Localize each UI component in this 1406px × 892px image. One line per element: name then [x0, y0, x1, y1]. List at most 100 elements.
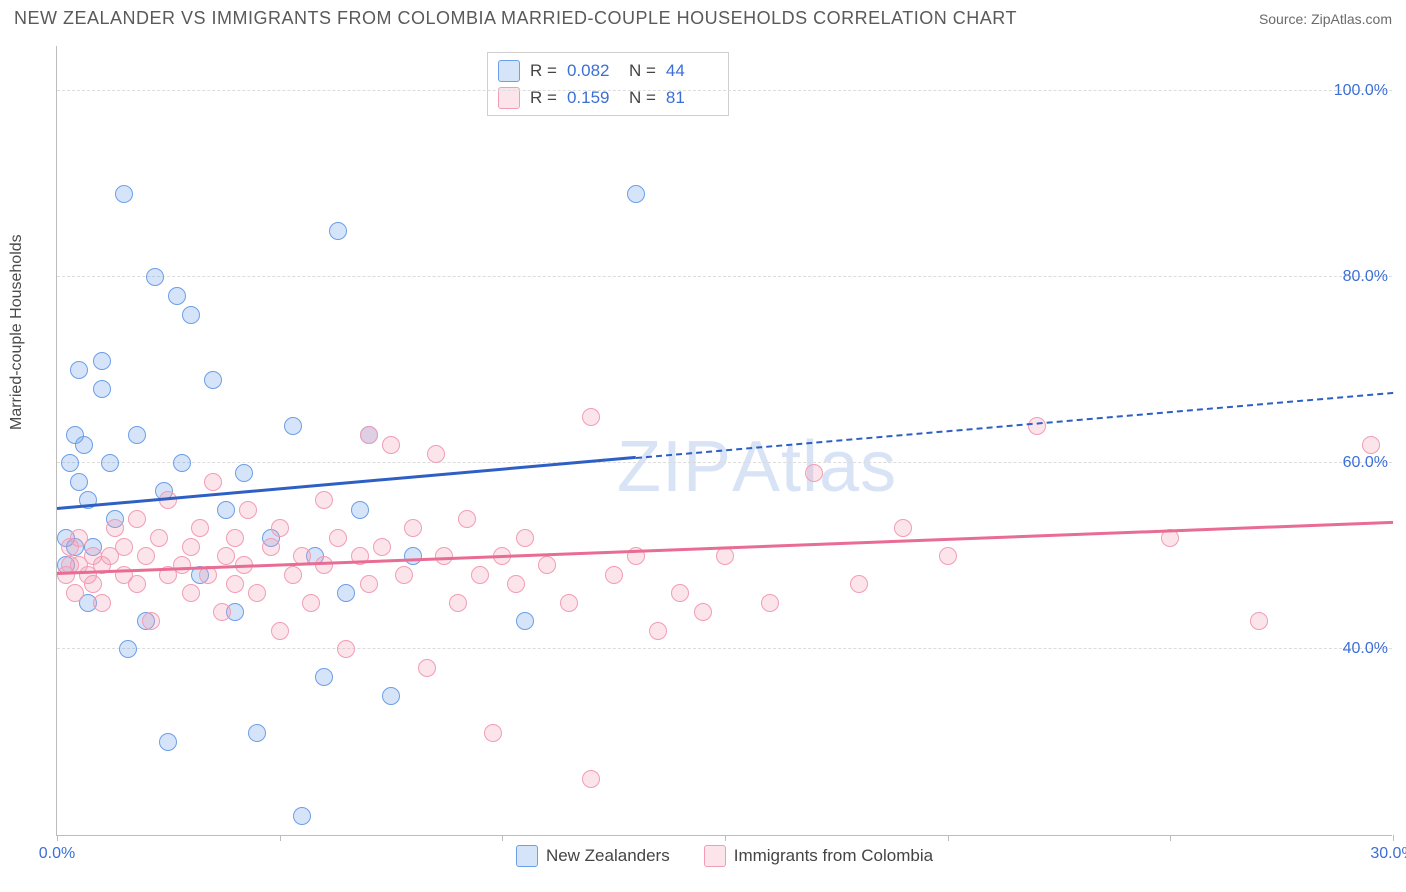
data-point — [395, 566, 413, 584]
data-point — [128, 510, 146, 528]
legend: New Zealanders Immigrants from Colombia — [57, 845, 1392, 867]
legend-label-series1: New Zealanders — [546, 846, 670, 866]
chart-title: NEW ZEALANDER VS IMMIGRANTS FROM COLOMBI… — [14, 8, 1017, 29]
legend-item-series2: Immigrants from Colombia — [704, 845, 933, 867]
gridline — [57, 462, 1392, 463]
data-point — [805, 464, 823, 482]
x-tick-mark — [948, 835, 949, 841]
data-point — [150, 529, 168, 547]
gridline — [57, 648, 1392, 649]
data-point — [106, 519, 124, 537]
r-value-series2: 0.159 — [567, 84, 619, 111]
data-point — [894, 519, 912, 537]
legend-item-series1: New Zealanders — [516, 845, 670, 867]
data-point — [271, 519, 289, 537]
data-point — [226, 529, 244, 547]
y-tick-label: 60.0% — [1343, 454, 1394, 472]
legend-swatch-series1 — [516, 845, 538, 867]
data-point — [191, 519, 209, 537]
stats-row-series1: R = 0.082 N = 44 — [498, 57, 718, 84]
data-point — [213, 603, 231, 621]
data-point — [404, 519, 422, 537]
data-point — [761, 594, 779, 612]
data-point — [360, 426, 378, 444]
data-point — [939, 547, 957, 565]
trend-line — [57, 456, 636, 510]
y-tick-label: 40.0% — [1343, 640, 1394, 658]
data-point — [284, 417, 302, 435]
data-point — [329, 529, 347, 547]
n-value-series2: 81 — [666, 84, 718, 111]
data-point — [516, 529, 534, 547]
data-point — [315, 491, 333, 509]
data-point — [302, 594, 320, 612]
stats-row-series2: R = 0.159 N = 81 — [498, 84, 718, 111]
data-point — [128, 575, 146, 593]
trend-line-extrapolated — [636, 392, 1393, 459]
data-point — [582, 408, 600, 426]
x-tick-mark — [1393, 835, 1394, 841]
data-point — [119, 640, 137, 658]
gridline — [57, 276, 1392, 277]
n-value-series1: 44 — [666, 57, 718, 84]
data-point — [382, 687, 400, 705]
data-point — [458, 510, 476, 528]
y-tick-label: 80.0% — [1343, 268, 1394, 286]
data-point — [337, 584, 355, 602]
swatch-series1 — [498, 60, 520, 82]
data-point — [235, 464, 253, 482]
trend-line — [57, 521, 1393, 575]
data-point — [70, 529, 88, 547]
data-point — [850, 575, 868, 593]
data-point — [404, 547, 422, 565]
data-point — [337, 640, 355, 658]
r-value-series1: 0.082 — [567, 57, 619, 84]
data-point — [507, 575, 525, 593]
data-point — [61, 454, 79, 472]
data-point — [582, 770, 600, 788]
data-point — [1250, 612, 1268, 630]
data-point — [649, 622, 667, 640]
data-point — [173, 556, 191, 574]
data-point — [1028, 417, 1046, 435]
data-point — [93, 352, 111, 370]
data-point — [484, 724, 502, 742]
data-point — [75, 436, 93, 454]
data-point — [351, 501, 369, 519]
scatter-plot: ZIPAtlas R = 0.082 N = 44 R = 0.159 N = … — [56, 46, 1392, 836]
legend-label-series2: Immigrants from Colombia — [734, 846, 933, 866]
x-tick-mark — [1170, 835, 1171, 841]
data-point — [159, 491, 177, 509]
x-tick-mark — [725, 835, 726, 841]
data-point — [115, 185, 133, 203]
data-point — [248, 584, 266, 602]
data-point — [605, 566, 623, 584]
data-point — [66, 584, 84, 602]
data-point — [560, 594, 578, 612]
data-point — [70, 361, 88, 379]
data-point — [418, 659, 436, 677]
data-point — [471, 566, 489, 584]
data-point — [271, 622, 289, 640]
data-point — [716, 547, 734, 565]
data-point — [1362, 436, 1380, 454]
data-point — [284, 566, 302, 584]
data-point — [373, 538, 391, 556]
x-tick-label: 0.0% — [39, 845, 75, 863]
data-point — [159, 733, 177, 751]
data-point — [182, 306, 200, 324]
data-point — [694, 603, 712, 621]
x-tick-mark — [502, 835, 503, 841]
data-point — [115, 538, 133, 556]
data-point — [239, 501, 257, 519]
data-point — [516, 612, 534, 630]
legend-swatch-series2 — [704, 845, 726, 867]
chart-header: NEW ZEALANDER VS IMMIGRANTS FROM COLOMBI… — [0, 0, 1406, 35]
data-point — [538, 556, 556, 574]
data-point — [262, 538, 280, 556]
data-point — [70, 473, 88, 491]
x-tick-mark — [57, 835, 58, 841]
data-point — [84, 575, 102, 593]
data-point — [101, 454, 119, 472]
data-point — [182, 584, 200, 602]
